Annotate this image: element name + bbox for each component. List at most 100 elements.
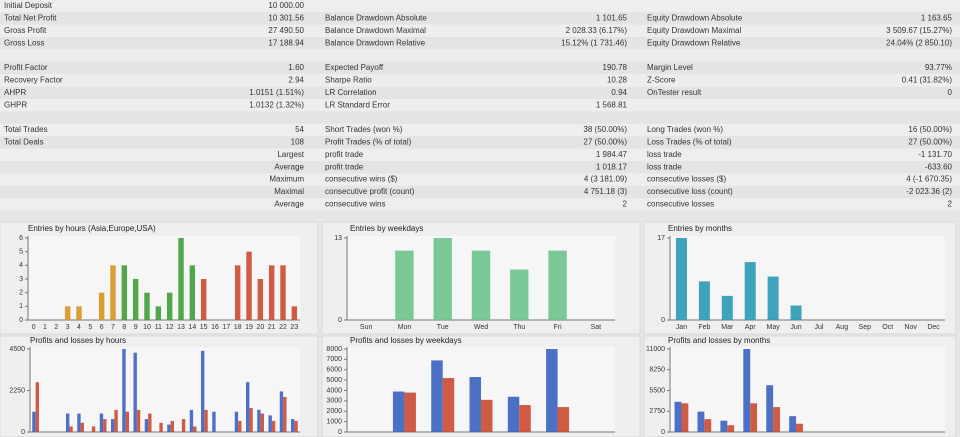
x-tick-label: Jul [814,324,823,331]
stat-text: 1.60 [288,63,304,72]
bar [77,413,81,432]
bar [234,411,239,432]
bar [189,409,194,432]
x-tick-label: 13 [177,324,185,331]
x-tick-label: 9 [134,324,138,331]
bar [744,262,756,320]
chart-title: Profits and losses by hours [30,336,126,345]
row-background [0,0,960,13]
x-tick-label: 2 [54,324,58,331]
bar [103,419,107,432]
x-tick-label: 8 [122,324,126,331]
row-background [0,24,960,37]
stat-text: 4 (-1 670.35) [906,175,952,184]
x-tick-label: 14 [188,324,196,331]
bar [76,306,82,320]
stat-text: 2 [948,200,953,209]
stat-text: 24.04% (2 850.10) [886,38,952,47]
x-tick-label: 11 [155,324,162,331]
bar [249,408,253,432]
y-tick-label: 3000 [326,398,342,405]
bar [395,250,414,320]
bar [404,392,416,432]
stat-text: 1 568.81 [596,100,628,109]
y-tick-label: 8000 [326,346,342,353]
bar [257,409,261,432]
chart-title: Profits and losses by months [668,336,770,345]
y-tick-label: 2250 [9,387,25,394]
y-tick-label: 6000 [326,367,342,374]
x-tick-label: 3 [66,324,70,331]
stat-text: consecutive losses ($) [647,175,726,184]
bar [704,419,712,432]
bar [790,305,802,320]
y-tick-label: 2750 [649,408,665,415]
bar [136,409,141,432]
bar [431,360,443,432]
stat-text: 15.12% (1 731.46) [561,38,627,47]
y-tick-label: 0 [661,317,665,324]
x-tick-label: 15 [200,324,208,331]
stat-text: Recovery Factor [4,76,63,85]
stat-text: Long Trades (won %) [647,125,723,134]
stat-text: Average [274,200,304,209]
stat-text: 54 [295,125,304,134]
x-tick-label: 20 [256,324,264,331]
bar [212,411,216,432]
bar [201,350,205,432]
bar [257,279,264,320]
stat-text: 1.0151 (1.51%) [249,88,304,97]
bar [91,426,96,432]
bar [674,401,682,432]
bar [283,396,287,432]
stat-text: 1 163.65 [921,14,953,23]
bar [519,405,531,432]
row-background [0,99,960,112]
x-tick-label: Dec [927,324,940,331]
stat-text: 27 (50.00%) [908,138,952,147]
stat-text: Gross Profit [4,26,47,35]
stat-text: consecutive profit (count) [325,187,415,196]
bar [193,426,197,432]
y-tick-label: 7000 [326,356,342,363]
chart-title: Profits and losses by weekdays [350,336,462,345]
y-tick-label: 1000 [326,418,342,425]
bar [796,423,803,432]
stat-text: 27 490.50 [268,26,304,35]
bar [159,422,163,432]
bar [132,279,139,320]
x-tick-label: Nov [904,324,917,331]
stat-text: Margin Level [647,63,693,72]
bar [291,419,295,432]
x-tick-label: Jan [676,324,687,331]
x-tick-label: Oct [882,324,893,331]
x-tick-label: Mar [721,324,734,331]
chart-title: Entries by months [668,224,732,233]
stat-text: 2.94 [288,76,304,85]
y-tick-label: 0 [338,317,342,324]
stat-text: Balance Drawdown Maximal [325,26,426,35]
bar [32,411,36,432]
row-background [0,61,960,75]
bar [200,279,207,320]
bar [442,378,455,432]
x-tick-label: Fri [553,324,562,331]
stat-text: 0.41 (31.82%) [902,76,953,85]
y-tick-label: 0 [338,429,342,436]
x-tick-label: 21 [268,324,276,331]
bar [66,413,70,432]
bar [773,407,780,432]
x-tick-label: 19 [245,324,253,331]
plot-area [30,347,300,432]
y-tick-label: 4500 [9,346,25,353]
stat-text: 16 (50.00%) [908,125,952,134]
y-tick-label: 0 [21,429,25,436]
bar [204,409,208,432]
stat-text: -1 131.70 [918,150,952,159]
x-tick-label: May [767,324,781,331]
row-background [0,74,960,87]
x-tick-label: 18 [234,324,242,331]
stat-text: 10 301.56 [268,14,304,23]
y-tick-label: 11000 [646,346,665,353]
stat-text: Expected Payoff [325,63,384,72]
